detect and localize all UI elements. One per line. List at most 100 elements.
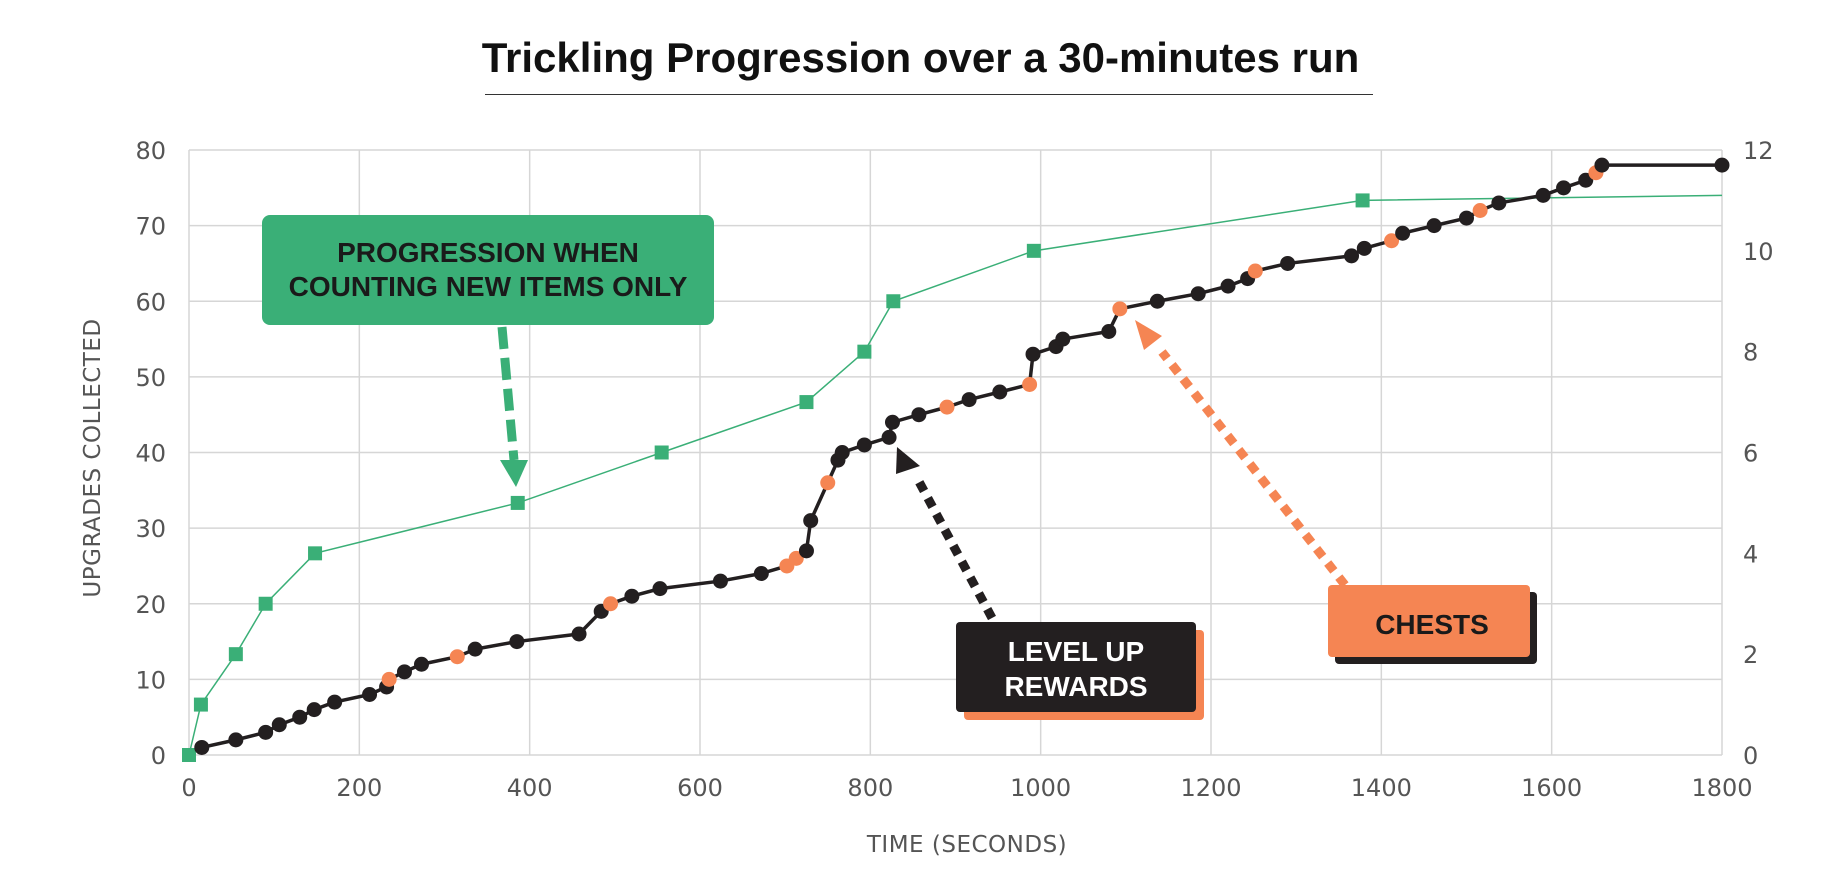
chest-point (1112, 301, 1128, 317)
x-axis-ticks: 0 200 400 600 800 1000 1200 1400 1600 1800 (181, 774, 1752, 802)
upgrade-point (1578, 172, 1594, 188)
new-items-point (193, 697, 208, 712)
upgrade-point (1149, 293, 1165, 309)
x-tick-label: 1200 (1180, 774, 1241, 802)
y2-tick-label: 12 (1743, 137, 1774, 165)
y-tick-label: 10 (135, 666, 166, 694)
upgrade-point (624, 588, 640, 604)
upgrade-point (1025, 346, 1041, 362)
chest-point (449, 649, 465, 665)
new-items-point (308, 546, 323, 561)
y-tick-label: 70 (135, 213, 166, 241)
upgrade-point (1356, 240, 1372, 256)
upgrade-point (396, 664, 412, 680)
upgrade-point (509, 634, 525, 650)
y2-tick-label: 4 (1743, 540, 1758, 568)
upgrade-point (1714, 157, 1730, 173)
y-tick-label: 30 (135, 515, 166, 543)
x-tick-label: 200 (336, 774, 382, 802)
chest-point (820, 475, 836, 491)
upgrade-point (1459, 210, 1474, 226)
upgrade-point (228, 732, 244, 748)
chest-point (1472, 203, 1488, 218)
x-tick-label: 1600 (1521, 774, 1582, 802)
y-tick-label: 80 (135, 137, 166, 165)
x-tick-label: 800 (847, 774, 893, 802)
upgrade-point (803, 513, 819, 529)
callout-level-up: LEVEL UP REWARDS (896, 447, 1204, 720)
x-tick-label: 0 (181, 774, 196, 802)
new-items-point (228, 647, 243, 662)
upgrade-point (1220, 278, 1236, 294)
upgrade-point (194, 739, 210, 755)
callout-chests: CHESTS (1135, 320, 1537, 664)
y2-tick-label: 0 (1743, 742, 1758, 770)
chest-point (788, 550, 804, 566)
y2-tick-label: 2 (1743, 641, 1758, 669)
upgrade-point (1426, 218, 1442, 234)
upgrade-point (798, 543, 814, 559)
upgrade-point (1190, 286, 1206, 302)
new-items-point (857, 344, 872, 359)
y-tick-label: 50 (135, 364, 166, 392)
callout-level-up-arrow-head (896, 447, 920, 474)
upgrade-point (1491, 195, 1507, 211)
x-axis-label: TIME (SECONDS) (866, 832, 1067, 858)
callout-chests-arrow-shaft (1158, 349, 1349, 588)
chest-point (603, 596, 619, 612)
x-tick-label: 400 (507, 774, 553, 802)
upgrade-point (712, 573, 728, 589)
new-items-point (1355, 193, 1370, 208)
upgrade-point (467, 641, 483, 657)
upgrade-point (856, 437, 872, 453)
x-tick-label: 1800 (1691, 774, 1752, 802)
upgrade-point (884, 414, 900, 430)
callout-level-up-box (956, 622, 1196, 712)
y-tick-label: 0 (151, 742, 166, 770)
x-tick-label: 1400 (1351, 774, 1412, 802)
upgrade-point (652, 581, 668, 597)
upgrade-point (1395, 225, 1411, 241)
upgrade-point (327, 694, 343, 710)
upgrade-point (571, 626, 587, 642)
upgrade-point (961, 392, 977, 408)
upgrade-point (271, 717, 287, 733)
chest-point (381, 671, 397, 687)
new-items-point (510, 495, 525, 510)
upgrade-point (1344, 248, 1360, 264)
upgrade-point (1055, 331, 1071, 347)
new-items-point (1026, 243, 1041, 258)
upgrade-point (1535, 187, 1551, 203)
upgrade-point (362, 687, 378, 702)
callout-new-items-line1: PROGRESSION WHEN (337, 237, 639, 268)
y2-tick-label: 10 (1743, 238, 1774, 266)
callout-new-items-arrow-head (500, 460, 528, 487)
chest-point (1384, 233, 1400, 249)
upgrade-point (1556, 180, 1572, 196)
y2-tick-label: 6 (1743, 440, 1758, 468)
callout-level-up-line1: LEVEL UP (1008, 636, 1144, 667)
callout-new-items-line2: COUNTING NEW ITEMS ONLY (289, 271, 688, 302)
new-items-point (799, 395, 814, 410)
callout-level-up-line2: REWARDS (1004, 671, 1147, 702)
upgrade-point (258, 724, 274, 740)
callout-new-items: PROGRESSION WHEN COUNTING NEW ITEMS ONLY (262, 215, 714, 487)
upgrade-point (992, 384, 1008, 400)
y2-tick-label: 8 (1743, 339, 1758, 367)
callout-chests-arrow-head (1135, 320, 1162, 350)
y-axis-right-ticks: 0 2 4 6 8 10 12 (1743, 137, 1774, 770)
new-items-point (182, 748, 196, 762)
upgrade-point (1280, 255, 1296, 271)
new-items-point (258, 596, 273, 611)
y-tick-label: 40 (135, 440, 166, 468)
upgrade-point (292, 709, 308, 725)
y-axis-label: UPGRADES COLLECTED (80, 318, 106, 597)
x-tick-label: 1000 (1010, 774, 1071, 802)
chest-point (1022, 376, 1038, 392)
upgrade-point (1594, 157, 1610, 173)
upgrade-point (911, 407, 927, 423)
upgrade-point (414, 656, 430, 672)
y-tick-label: 60 (135, 288, 166, 316)
chest-point (939, 399, 955, 415)
callout-new-items-box (262, 215, 714, 325)
